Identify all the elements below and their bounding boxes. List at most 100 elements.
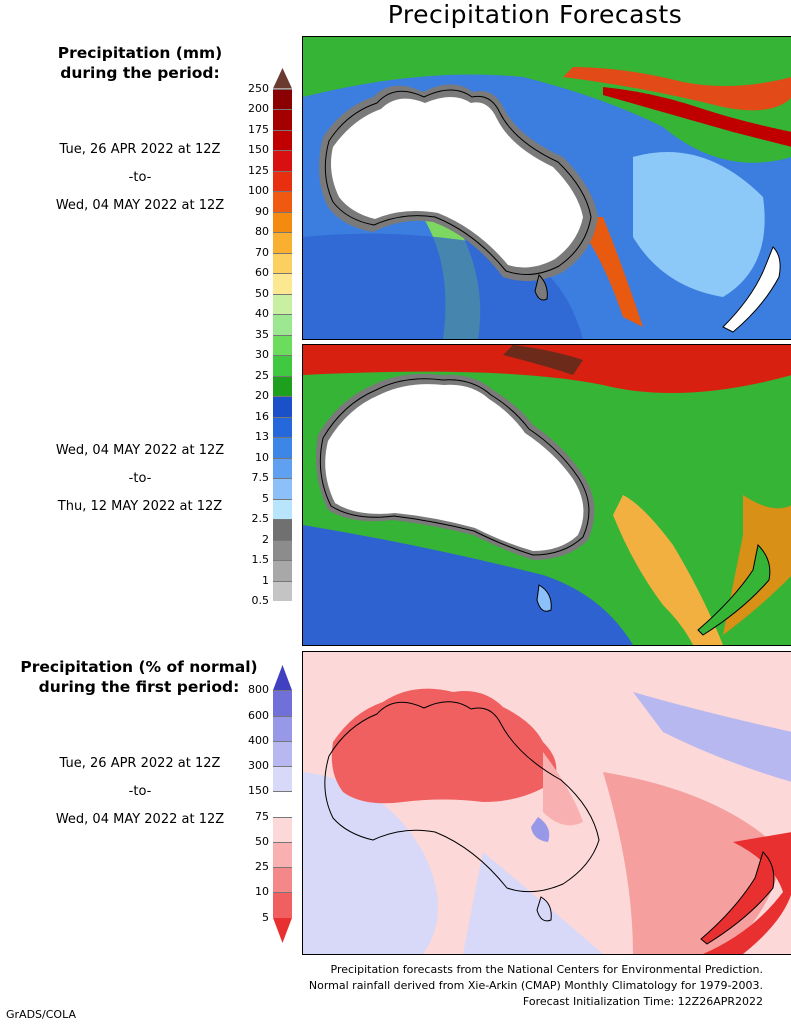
colorbar-tick-label: 100 (248, 184, 269, 198)
colorbar-segment (273, 519, 292, 540)
colorbar-segment (273, 88, 292, 110)
colorbar-tick-label: 80 (255, 225, 269, 239)
percent-of-normal-map (302, 651, 791, 955)
period3-sep: -to- (128, 784, 152, 799)
colorbar-tick-label: 10 (255, 885, 269, 899)
colorbar-segment (273, 150, 292, 171)
period1-sep: -to- (128, 170, 152, 185)
colorbar-tick-label: 75 (255, 809, 269, 823)
colorbar-tick-label: 13 (255, 430, 269, 444)
colorbar-segment (273, 601, 292, 622)
colorbar-tick-label: 1.5 (251, 553, 270, 567)
colorbar-tick-label: 7.5 (251, 471, 270, 485)
colorbar-tick-label: 35 (255, 327, 269, 341)
colorbar-segment (273, 68, 292, 89)
colorbar-segment (273, 690, 292, 716)
colorbar-segment (273, 396, 292, 417)
colorbar-tick-label: 250 (248, 81, 269, 95)
colorbar-tick-label: 5 (262, 491, 269, 505)
precip-map-period2 (302, 344, 791, 646)
period1-label: Tue, 26 APR 2022 at 12Z -to- Wed, 04 MAY… (20, 136, 260, 220)
colorbar-segment (273, 375, 292, 397)
colorbar-tick-label: 600 (248, 708, 269, 722)
colorbar-tick-label: 60 (255, 266, 269, 280)
colorbar-segment (273, 867, 292, 893)
colorbar-segment (273, 437, 292, 458)
colorbar-tick-label: 300 (248, 759, 269, 773)
colorbar-segment (273, 273, 292, 294)
colorbar-segment (273, 129, 292, 151)
colorbar-tick-label: 40 (255, 307, 269, 321)
colorbar-tick-label: 10 (255, 450, 269, 464)
colorbar-tick-label: 70 (255, 245, 269, 259)
colorbar-tick-label: 5 (262, 910, 269, 924)
colorbar-tick-label: 20 (255, 389, 269, 403)
colorbar-tick-label: 150 (248, 143, 269, 157)
colorbar-segment (273, 109, 292, 130)
period2-start: Wed, 04 MAY 2022 at 12Z (55, 443, 225, 458)
colorbar-tick-label: 25 (255, 368, 269, 382)
colorbar-segment (273, 892, 292, 918)
period2-label: Wed, 04 MAY 2022 at 12Z -to- Thu, 12 MAY… (20, 437, 260, 521)
colorbar-tick-label: 400 (248, 733, 269, 747)
colorbar-segment (273, 560, 292, 581)
colorbar-segment (273, 841, 292, 868)
colorbar-segment (273, 252, 292, 274)
pct-heading: Precipitation (% of normal) during the f… (4, 657, 274, 697)
footer-line1: Precipitation forecasts from the Nationa… (330, 963, 764, 976)
footer-line2: Normal rainfall derived from Xie-Arkin (… (308, 979, 763, 992)
colorbar-segment (273, 457, 292, 479)
period3-start: Tue, 26 APR 2022 at 12Z (59, 756, 221, 771)
precip-heading-line1: Precipitation (mm) (57, 44, 223, 62)
colorbar-segment (273, 917, 292, 943)
colorbar-tick-label: 800 (248, 683, 269, 697)
colorbar-tick-label: 125 (248, 163, 269, 177)
colorbar-segment (273, 715, 292, 741)
colorbar-segment (273, 211, 292, 233)
precip-heading: Precipitation (mm) during the period: (20, 43, 260, 83)
colorbar-segment (273, 766, 292, 792)
colorbar-segment (273, 740, 292, 767)
colorbar-tick-label: 16 (255, 409, 269, 423)
footer-line3: Forecast Initialization Time: 12Z26APR20… (522, 995, 763, 1008)
colorbar-segment (273, 816, 292, 842)
period1-start: Tue, 26 APR 2022 at 12Z (59, 142, 221, 157)
precip-map-period1 (302, 36, 791, 340)
colorbar-segment (273, 416, 292, 438)
colorbar-segment (273, 355, 292, 376)
period3-end: Wed, 04 MAY 2022 at 12Z (55, 812, 225, 827)
colorbar-tick-label: 50 (255, 286, 269, 300)
colorbar-tick-label: 0.5 (251, 594, 270, 608)
period2-end: Thu, 12 MAY 2022 at 12Z (57, 499, 223, 514)
colorbar-segment (273, 232, 292, 253)
colorbar-tick-label: 200 (248, 102, 269, 116)
colorbar-segment (273, 334, 292, 356)
colorbar-segment (273, 314, 292, 335)
period1-end: Wed, 04 MAY 2022 at 12Z (55, 198, 225, 213)
period2-sep: -to- (128, 471, 152, 486)
period3-label: Tue, 26 APR 2022 at 12Z -to- Wed, 04 MAY… (20, 750, 260, 834)
colorbar-segment (273, 293, 292, 315)
precip-colorbar (273, 68, 292, 622)
colorbar-segment (273, 170, 292, 192)
colorbar-segment (273, 498, 292, 520)
percent-colorbar (273, 665, 292, 943)
colorbar-tick-label: 25 (255, 860, 269, 874)
colorbar-segment (273, 791, 292, 817)
colorbar-tick-label: 90 (255, 204, 269, 218)
colorbar-segment (273, 191, 292, 212)
footer-notes: Precipitation forecasts from the Nationa… (309, 962, 763, 1010)
pct-heading-line2: during the first period: (38, 678, 240, 696)
colorbar-tick-label: 50 (255, 834, 269, 848)
colorbar-segment (273, 665, 292, 691)
grads-credit: GrADS/COLA (6, 1008, 76, 1021)
colorbar-tick-label: 30 (255, 348, 269, 362)
pct-heading-line1: Precipitation (% of normal) (20, 658, 258, 676)
colorbar-segment (273, 478, 292, 499)
colorbar-segment (273, 539, 292, 561)
page-title: Precipitation Forecasts (387, 0, 683, 29)
colorbar-segment (273, 580, 292, 602)
colorbar-tick-label: 2 (262, 532, 269, 546)
colorbar-tick-label: 1 (262, 573, 269, 587)
colorbar-tick-label: 175 (248, 122, 269, 136)
